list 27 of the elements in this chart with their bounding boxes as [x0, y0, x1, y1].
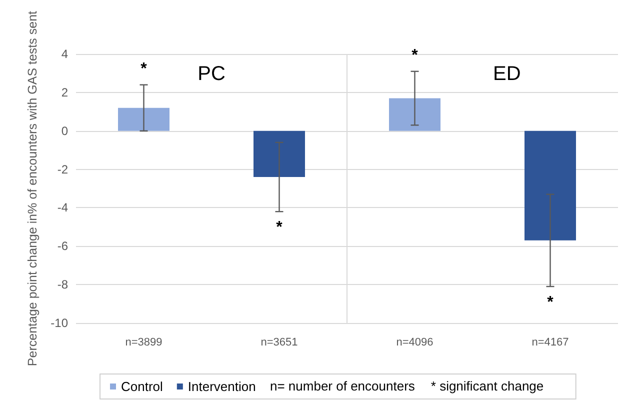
legend-label: Intervention [188, 379, 256, 394]
bar [524, 130, 576, 240]
text: n= number of encounters [270, 378, 416, 394]
text: * significant change [430, 378, 544, 394]
annotation: * [547, 294, 554, 312]
y-tick-label: -8 [57, 278, 68, 292]
annotation: PC [198, 63, 226, 86]
y-tick-label: 4 [61, 47, 68, 62]
x-tick-label: n=3899 [125, 336, 162, 348]
x-tick-label: n=3651 [260, 336, 298, 348]
annotation: ED [492, 63, 521, 86]
y-tick-label: -6 [57, 239, 68, 254]
annotation: * [276, 219, 284, 236]
bar [118, 108, 170, 131]
annotation: * [412, 46, 419, 64]
bar [254, 130, 305, 178]
y-tick-label: -2 [57, 162, 68, 176]
y-axis-title: Percentage point change in% of encounters with GAS tests sent [25, 10, 40, 366]
y-tick-label: -10 [50, 316, 68, 330]
y-tick-label: 0 [61, 124, 68, 138]
bar [389, 98, 440, 131]
legend-label: Control [121, 379, 164, 394]
x-tick-label: n=4167 [532, 336, 569, 348]
x-tick-label: n=4096 [396, 336, 434, 348]
y-tick-label: -4 [57, 200, 68, 215]
y-tick-label: 2 [61, 85, 68, 100]
annotation: * [140, 60, 148, 78]
